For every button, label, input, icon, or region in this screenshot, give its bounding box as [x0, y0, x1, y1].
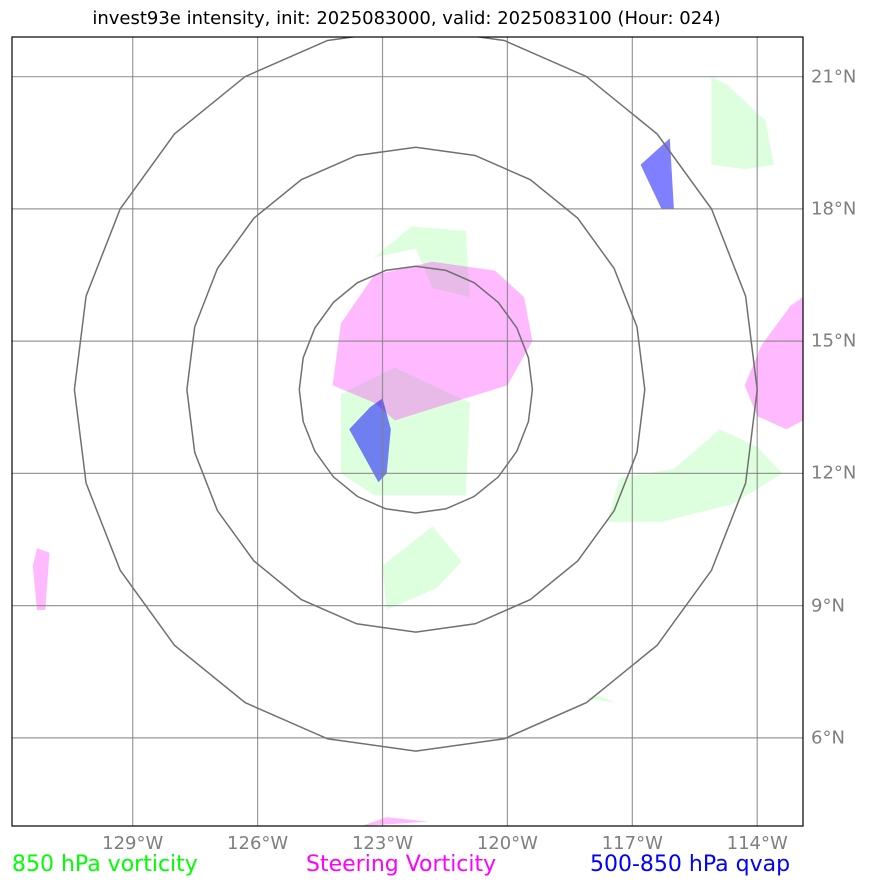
range-ring-0	[298, 265, 534, 514]
latitude-tick-label: 21°N	[811, 66, 857, 88]
qvap-region-0	[349, 398, 391, 483]
longitude-tick-label: 129°W	[102, 833, 164, 854]
longitude-tick-label: 120°W	[476, 833, 538, 854]
qvap-layer	[349, 138, 674, 483]
legend-steering-vorticity: Steering Vorticity	[306, 852, 497, 877]
latitude-tick-label: 9°N	[811, 595, 845, 617]
vorticity-850-region-3	[607, 429, 783, 522]
latitude-tick-label: 15°N	[811, 330, 857, 352]
range-ring-1	[186, 146, 646, 633]
vorticity-850-region-1	[374, 226, 470, 298]
graticule	[12, 37, 803, 826]
vorticity-850-region-4	[711, 76, 774, 170]
steering-vorticity-region-2	[32, 548, 50, 610]
map-frame	[11, 36, 804, 827]
latitude-tick-label: 6°N	[811, 727, 845, 749]
steering-vorticity-region-3	[361, 817, 429, 826]
vorticity-850-region-2	[382, 526, 462, 610]
range-ring-2	[73, 37, 758, 752]
longitude-tick-label: 123°W	[351, 833, 414, 854]
qvap-region-1	[640, 138, 674, 209]
vorticity-850-layer	[340, 76, 783, 703]
legend-qvap: 500-850 hPa qvap	[590, 852, 791, 877]
map-title: invest93e intensity, init: 2025083000, v…	[92, 8, 721, 29]
legend-vorticity-850: 850 hPa vorticity	[12, 852, 198, 877]
longitude-tick-label: 117°W	[601, 833, 663, 854]
steering-vorticity-region-1	[744, 297, 803, 430]
longitude-tick-label: 114°W	[726, 833, 788, 854]
latitude-tick-label: 18°N	[811, 198, 857, 220]
longitude-tick-label: 126°W	[227, 833, 289, 854]
vorticity-850-region-5	[582, 696, 616, 703]
range-rings	[73, 37, 758, 752]
latitude-tick-label: 12°N	[811, 462, 857, 484]
